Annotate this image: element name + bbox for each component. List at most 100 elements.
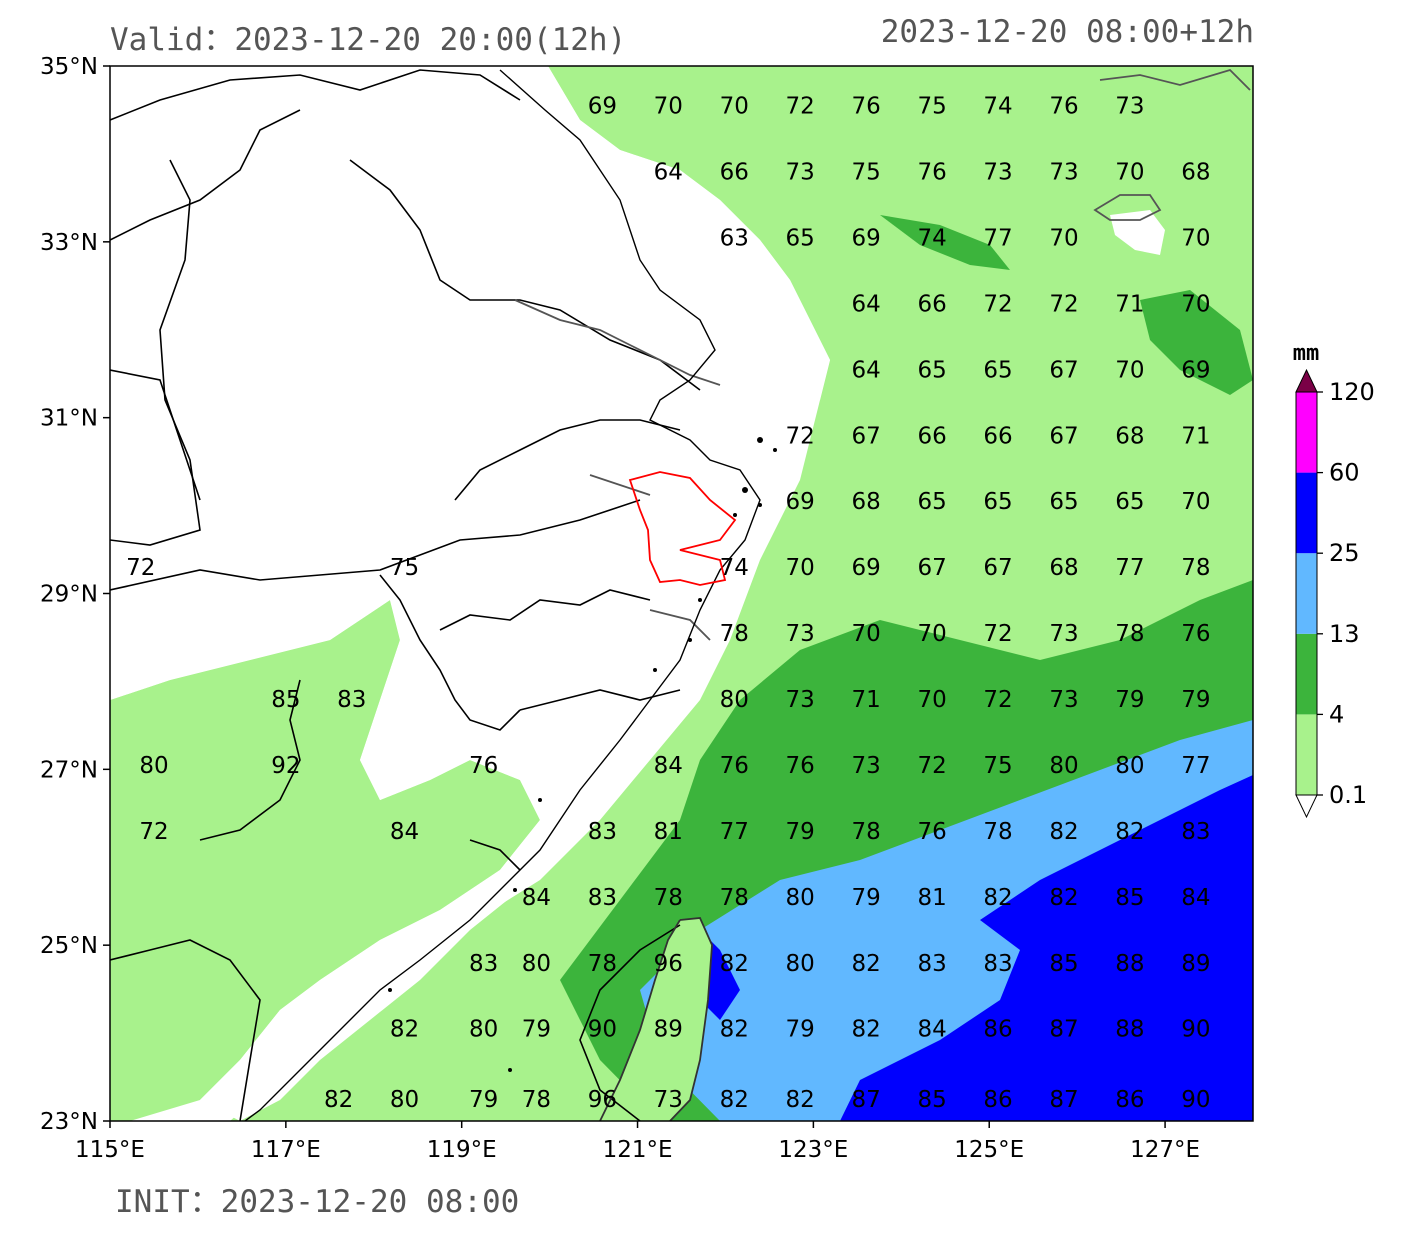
precip-value: 85	[1115, 885, 1144, 911]
precip-value: 78	[1181, 555, 1210, 581]
precip-value: 78	[588, 951, 617, 977]
province-borders	[110, 69, 701, 1121]
precip-value: 74	[917, 225, 946, 251]
precip-value: 90	[1181, 1087, 1210, 1113]
precip-value: 83	[337, 687, 366, 713]
lon-tick-label: 119°E	[427, 1137, 497, 1163]
precip-value: 89	[1181, 951, 1210, 977]
precip-value: 73	[654, 1087, 683, 1113]
precip-value: 85	[1049, 951, 1078, 977]
precip-value: 68	[851, 489, 880, 515]
coastline	[244, 69, 761, 1121]
precip-value: 83	[469, 951, 498, 977]
precip-value: 63	[720, 225, 749, 251]
precip-value: 67	[1049, 357, 1078, 383]
precip-value: 80	[390, 1087, 419, 1113]
precip-value: 82	[1115, 819, 1144, 845]
colorbar-segment	[1296, 633, 1317, 715]
precip-value: 79	[851, 885, 880, 911]
precip-value: 85	[917, 1087, 946, 1113]
colorbar-segment	[1296, 392, 1317, 473]
rain-area-medium-north	[880, 215, 1010, 270]
precip-value: 70	[917, 621, 946, 647]
precip-value: 75	[851, 160, 880, 186]
precip-value: 77	[983, 225, 1012, 251]
lon-tick-label: 127°E	[1130, 1137, 1200, 1163]
longitude-axis: 115°E 117°E 119°E 121°E 123°E 125°E 127°E	[75, 1121, 1200, 1163]
highlight-region-outline	[628, 471, 737, 586]
precip-value: 82	[324, 1087, 353, 1113]
precip-value: 66	[917, 423, 946, 449]
precip-value: 78	[720, 885, 749, 911]
precip-value: 73	[1115, 94, 1144, 120]
precip-value: 78	[983, 819, 1012, 845]
precip-value: 84	[654, 753, 683, 779]
precip-value: 78	[654, 885, 683, 911]
precip-value: 77	[720, 819, 749, 845]
precip-value: 70	[851, 621, 880, 647]
precip-value: 76	[917, 819, 946, 845]
precip-value: 67	[983, 555, 1012, 581]
precip-value: 65	[983, 357, 1012, 383]
precip-value: 65	[917, 357, 946, 383]
lat-tick-label: 23°N	[40, 1109, 98, 1135]
precip-value: 70	[786, 555, 815, 581]
rivers	[514, 68, 1251, 641]
precip-value: 76	[917, 160, 946, 186]
precip-value: 65	[917, 489, 946, 515]
lat-tick-label: 33°N	[40, 230, 98, 256]
latitude-axis: 35°N 33°N 31°N 29°N 27°N 25°N 23°N	[40, 54, 110, 1135]
precip-value: 71	[1181, 423, 1210, 449]
precip-value: 79	[786, 819, 815, 845]
precip-value: 73	[786, 687, 815, 713]
precip-value: 84	[917, 1017, 946, 1043]
colorbar-min-extension	[1295, 794, 1318, 819]
precip-value: 64	[654, 160, 683, 186]
precip-value: 82	[1049, 885, 1078, 911]
precip-value: 96	[654, 951, 683, 977]
precip-value: 79	[469, 1087, 498, 1113]
precip-value: 83	[917, 951, 946, 977]
precip-value: 66	[720, 160, 749, 186]
precip-value: 73	[983, 160, 1012, 186]
precip-value: 70	[1181, 225, 1210, 251]
colorbar-frame	[1295, 391, 1318, 796]
precip-value: 67	[851, 423, 880, 449]
precip-value: 68	[1115, 423, 1144, 449]
precip-value: 76	[1181, 621, 1210, 647]
precip-value: 79	[1115, 687, 1144, 713]
precip-value: 72	[786, 94, 815, 120]
precip-value: 80	[522, 951, 551, 977]
precip-value: 70	[1049, 225, 1078, 251]
valid-time-title: Valid：2023-12-20 20:00(12h)	[110, 22, 627, 58]
lon-tick-label: 125°E	[954, 1137, 1024, 1163]
no-rain-area	[1110, 210, 1165, 255]
lat-tick-label: 29°N	[40, 582, 98, 608]
precip-value: 80	[1049, 753, 1078, 779]
colorbar-level-label: 25	[1329, 539, 1360, 567]
precip-value: 76	[720, 753, 749, 779]
precip-value: 72	[786, 423, 815, 449]
precip-value: 83	[983, 951, 1012, 977]
precip-value: 85	[271, 687, 300, 713]
precip-value: 76	[1049, 94, 1078, 120]
precip-value: 84	[522, 885, 551, 911]
precip-value: 79	[522, 1017, 551, 1043]
precip-value: 78	[522, 1087, 551, 1113]
lon-tick-label: 123°E	[778, 1137, 848, 1163]
precip-value: 70	[1181, 489, 1210, 515]
precip-value: 76	[851, 94, 880, 120]
precip-value: 69	[1181, 357, 1210, 383]
precip-value: 86	[983, 1017, 1012, 1043]
precip-value: 69	[851, 555, 880, 581]
precip-value: 72	[126, 555, 155, 581]
precip-value: 72	[1049, 291, 1078, 317]
precip-value: 82	[390, 1017, 419, 1043]
precip-value: 70	[1115, 357, 1144, 383]
precip-value: 68	[1049, 555, 1078, 581]
precip-value: 76	[786, 753, 815, 779]
precip-value: 67	[917, 555, 946, 581]
colorbar-level-label: 4	[1329, 700, 1344, 728]
rain-area-light-land	[110, 600, 540, 1121]
precip-value: 80	[786, 885, 815, 911]
